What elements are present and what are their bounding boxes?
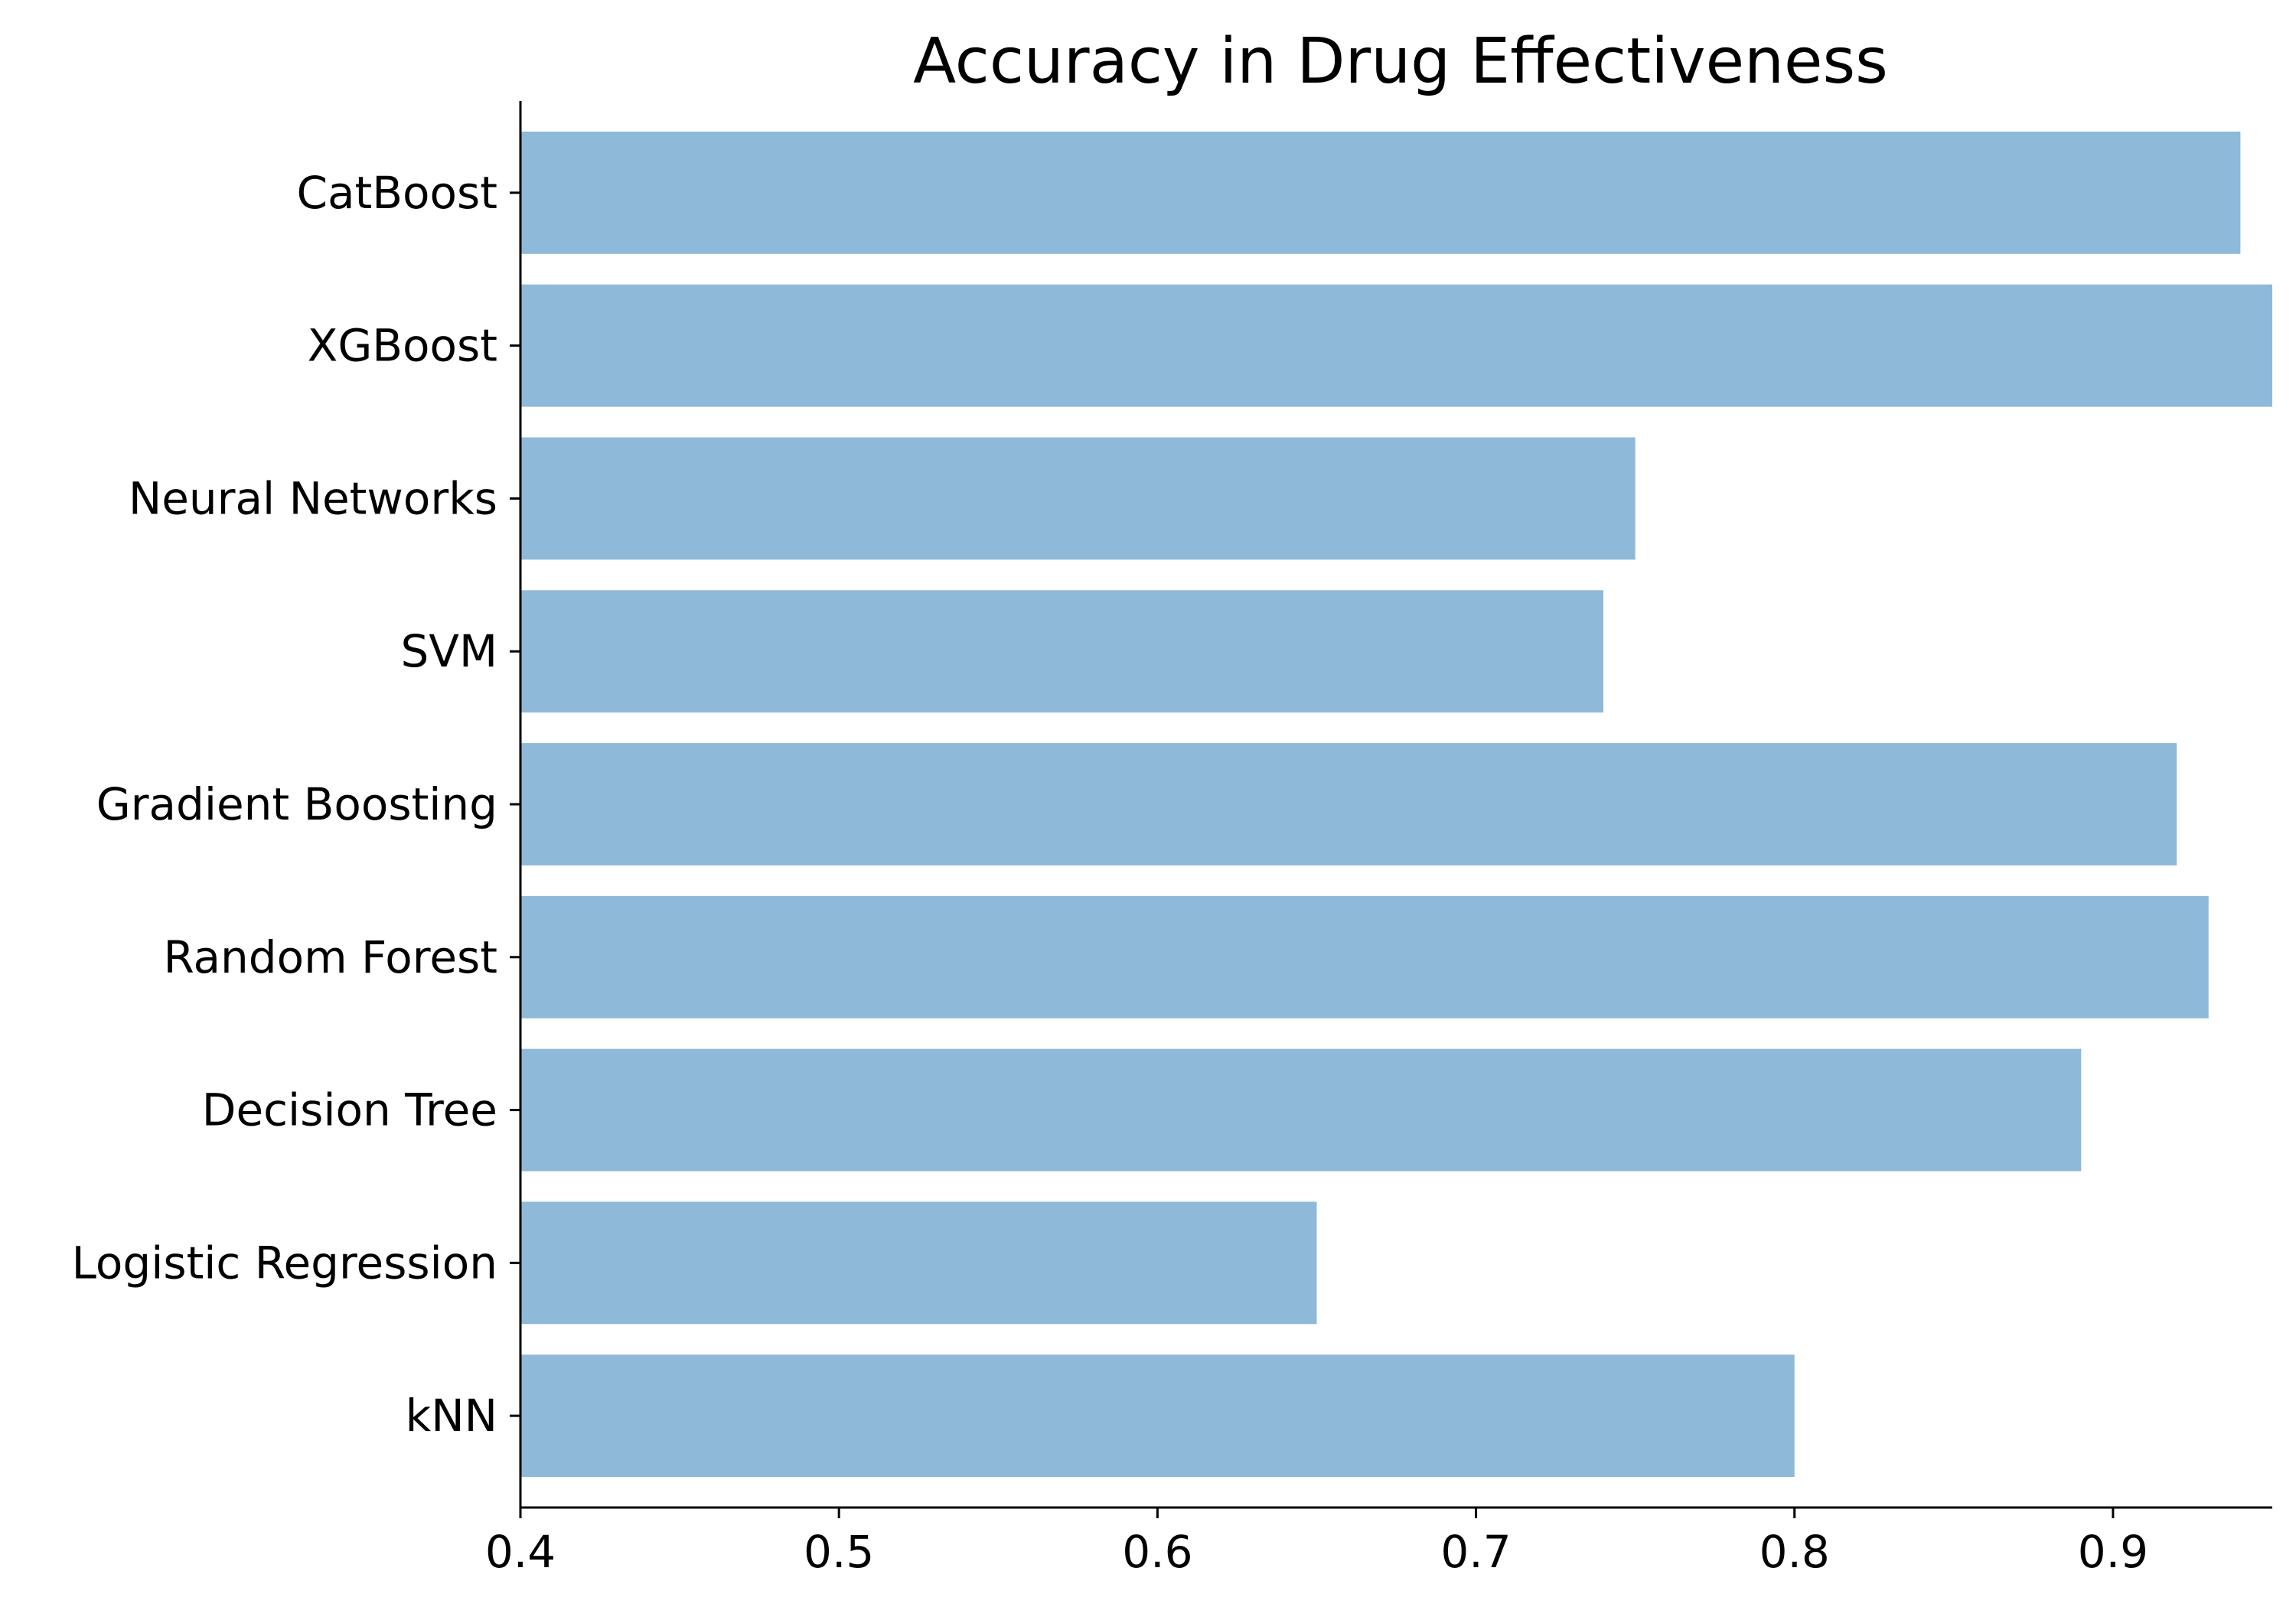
x-axis-ticks: 0.4 0.5 0.6 0.7 0.8 0.9 <box>485 1508 2148 1578</box>
y-tick-label: SVM <box>400 625 497 677</box>
y-tick-label: Gradient Boosting <box>96 778 497 830</box>
bars-layer <box>520 131 2272 1478</box>
bar-random-forest <box>520 895 2209 1019</box>
chart-title: Accuracy in Drug Effectiveness <box>913 25 1888 98</box>
bar-logistic-regression <box>520 1201 1317 1325</box>
y-tick-label: CatBoost <box>296 167 497 219</box>
y-tick-label: Random Forest <box>163 931 497 983</box>
x-tick-label: 0.9 <box>2078 1526 2148 1578</box>
bar-neural-networks <box>520 437 1636 560</box>
y-tick-label: Logistic Regression <box>72 1237 497 1289</box>
bar-catboost <box>520 131 2241 254</box>
y-tick-label: Neural Networks <box>129 472 497 524</box>
y-tick-label: Decision Tree <box>202 1084 497 1136</box>
x-tick-label: 0.4 <box>485 1526 556 1578</box>
bar-decision-tree <box>520 1048 2082 1172</box>
bar-gradient-boosting <box>520 743 2177 865</box>
bar-xgboost <box>520 284 2272 407</box>
y-axis-ticks: kNN Logistic Regression Decision Tree Rando… <box>72 167 520 1442</box>
x-tick-label: 0.5 <box>804 1526 874 1578</box>
y-tick-label: kNN <box>406 1390 497 1442</box>
bar-knn <box>520 1354 1795 1478</box>
y-tick-label: XGBoost <box>308 320 497 372</box>
bar-svm <box>520 590 1604 713</box>
x-tick-label: 0.6 <box>1122 1526 1192 1578</box>
x-tick-label: 0.8 <box>1760 1526 1830 1578</box>
x-tick-label: 0.7 <box>1440 1526 1511 1578</box>
